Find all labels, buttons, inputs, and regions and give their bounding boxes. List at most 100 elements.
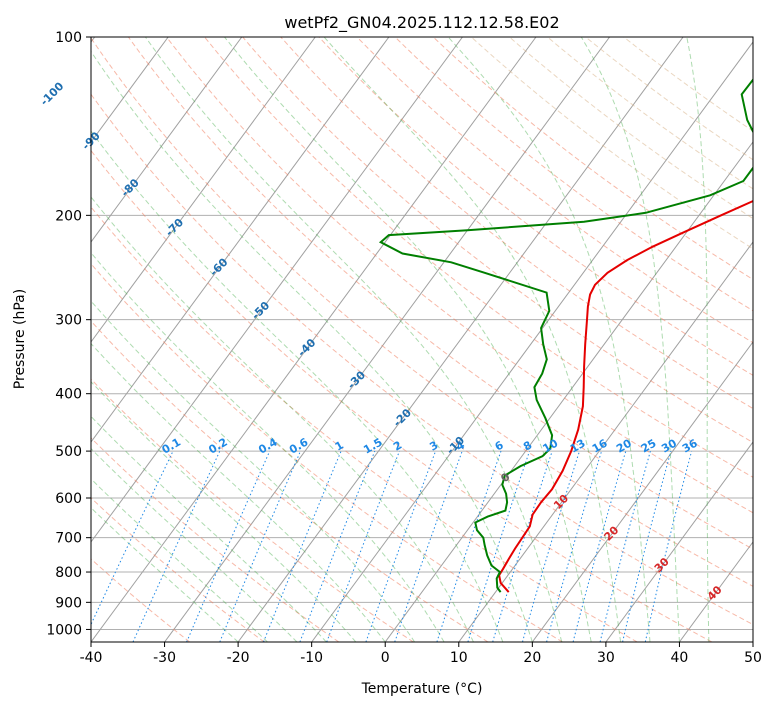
- mixing-ratio-line: [365, 450, 437, 642]
- mixing-ratio-label: 0.1: [160, 436, 183, 457]
- moist-adiabat: [91, 507, 239, 642]
- dry-adiabat: [91, 37, 753, 587]
- isotherm-label: -30: [345, 368, 368, 391]
- reference-lines: [91, 37, 753, 642]
- y-tick-label: 800: [55, 565, 82, 581]
- isotherm-line: [91, 37, 390, 443]
- mixing-ratio-line: [522, 450, 580, 642]
- isotherm-label: -70: [163, 216, 186, 239]
- mixing-ratio-line: [599, 450, 651, 642]
- mixing-ratio-label: 20: [614, 436, 634, 455]
- x-tick-label: -10: [300, 650, 323, 666]
- x-tick-label: 0: [381, 650, 390, 666]
- y-tick-label: 300: [55, 313, 82, 329]
- moist-adiabat: [91, 447, 298, 642]
- x-tick-label: 20: [523, 650, 541, 666]
- plot-frame: [90, 36, 754, 643]
- x-tick-label: -40: [80, 650, 103, 666]
- isotherm-line: [384, 141, 753, 642]
- isotherm-line: [311, 41, 753, 642]
- isotherm-line: [458, 241, 753, 642]
- mixing-ratio-line: [219, 450, 301, 642]
- mixing-ratio-line: [394, 450, 463, 642]
- temperature-profile: [498, 199, 753, 593]
- mixing-ratio-line: [644, 450, 693, 642]
- dry-adiabat: [91, 497, 265, 642]
- isotherm-line: [91, 37, 169, 143]
- isotherm-line: [164, 37, 611, 642]
- y-tick-label: 100: [55, 30, 82, 46]
- y-tick-label: 600: [55, 491, 82, 507]
- isotherm-line: [605, 441, 753, 642]
- moist-adiabat: [91, 342, 386, 642]
- mixing-ratio-label: 0.4: [256, 435, 280, 456]
- x-tick-label: 40: [671, 650, 689, 666]
- x-tick-label: 50: [744, 650, 762, 666]
- mixing-ratio-line: [91, 450, 174, 626]
- mixing-ratio-label: 1.5: [361, 436, 384, 457]
- mixing-ratio-line: [572, 450, 627, 642]
- mixing-ratio-label: 0.2: [206, 436, 229, 457]
- isotherm-line: [91, 37, 537, 642]
- moist-adiabat: [447, 37, 651, 642]
- moist-adiabat: [91, 50, 533, 642]
- dry-adiabat: [91, 93, 753, 626]
- x-tick-label: -20: [227, 650, 250, 666]
- mixing-ratio-line: [436, 450, 502, 642]
- dry-adiabat: [127, 37, 753, 550]
- moist-adiabat: [224, 37, 592, 642]
- moist-adiabat: [91, 252, 445, 642]
- moist-adiabat: [91, 196, 474, 642]
- isotherm-label: -80: [119, 176, 142, 199]
- moist-adiabat: [580, 37, 680, 642]
- dry-adiabat: [166, 37, 753, 514]
- isotherm-label: -100: [38, 79, 67, 108]
- y-tick-label: 200: [55, 208, 82, 224]
- mixing-ratio-line: [186, 450, 271, 642]
- dry-adiabat: [280, 37, 753, 410]
- mixing-ratio-label: 30: [659, 436, 679, 455]
- isotherm-line: [531, 341, 753, 642]
- x-axis-label: Temperature (°C): [361, 681, 483, 697]
- mixing-ratio-label: 36: [680, 436, 700, 455]
- axis-ticks: -40 -30 -20 -10 0 10 20 30 40 50 100 200 300 400 500 60…: [46, 30, 762, 666]
- isotherm-label: -60: [207, 255, 230, 278]
- mixing-ratio-line: [467, 450, 530, 642]
- dry-adiabat: [547, 37, 753, 190]
- mixing-ratio-line: [299, 450, 376, 642]
- chart-title: wetPf2_GN04.2025.112.12.58.E02: [284, 13, 559, 33]
- isotherm-line: [678, 541, 753, 642]
- isotherm-line: [91, 37, 463, 543]
- y-tick-label: 500: [55, 444, 82, 460]
- moist-adiabat: [91, 415, 327, 642]
- moist-adiabat: [91, 130, 504, 642]
- dry-adiabat: [394, 37, 753, 312]
- dry-adiabat: [470, 37, 753, 250]
- dry-adiabat: [318, 37, 753, 376]
- isotherm-line: [752, 641, 753, 642]
- mixing-ratio-line: [326, 450, 400, 642]
- isotherm-label: 10: [551, 492, 571, 512]
- moist-adiabat: [91, 380, 357, 642]
- moist-adiabat: [91, 478, 268, 642]
- isotherm-label: -50: [249, 299, 272, 322]
- isotherm-line: [91, 37, 316, 343]
- x-tick-label: -30: [153, 650, 176, 666]
- dry-adiabat: [91, 558, 191, 642]
- dry-adiabat: [356, 37, 753, 344]
- dry-adiabat: [91, 206, 638, 642]
- mixing-ratio-line: [492, 450, 553, 642]
- mixing-ratio-label: 0.6: [287, 435, 311, 456]
- isotherm-label: -40: [295, 336, 318, 359]
- dry-adiabat: [242, 37, 753, 444]
- y-axis-label: Pressure (hPa): [12, 289, 28, 389]
- mixing-ratio-label: 16: [590, 436, 610, 455]
- x-tick-label: 10: [450, 650, 468, 666]
- x-tick-label: 30: [597, 650, 615, 666]
- y-tick-label: 900: [55, 595, 82, 611]
- isotherm-line: [91, 37, 243, 243]
- dewpoint-profile: [378, 78, 753, 593]
- mixing-ratio-line: [263, 450, 342, 642]
- y-tick-label: 700: [55, 531, 82, 547]
